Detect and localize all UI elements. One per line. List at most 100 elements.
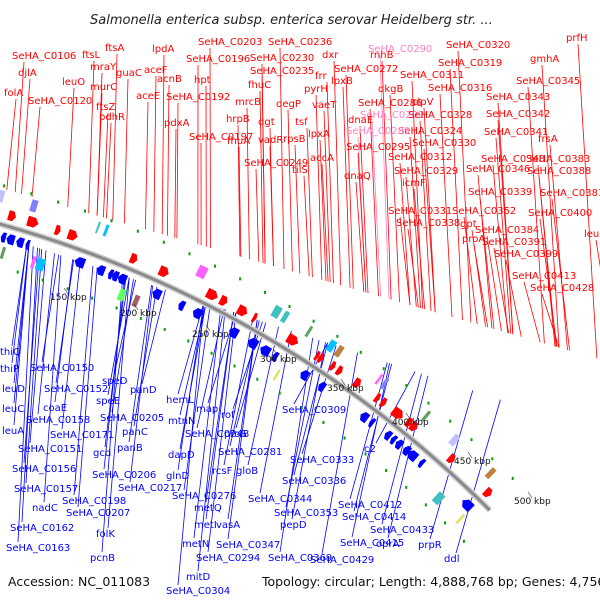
forward-leader-line <box>269 145 274 267</box>
reverse-gene-label: SeHA_C0415 <box>340 538 404 549</box>
forward-leader-line <box>174 128 177 238</box>
forward-leader-line <box>31 106 41 198</box>
forward-gene-label: fhuC <box>248 80 271 91</box>
forward-gene-label: clpV <box>412 97 434 108</box>
forward-leader-line <box>527 86 545 344</box>
reverse-gene-label: nadC <box>32 503 58 514</box>
reverse-gene-label: dapD <box>168 450 195 461</box>
reverse-leader-line <box>205 312 235 520</box>
forward-gene-label: SeHA_C0230 <box>250 53 314 64</box>
reverse-gene-label: SeHA_C0205 <box>100 413 164 424</box>
reverse-leader-line <box>129 285 154 483</box>
forward-leader-line <box>399 216 411 306</box>
forward-gene-label: vadR <box>258 135 283 146</box>
reverse-gene-label: SeHA_C0414 <box>342 512 406 523</box>
forward-leader-line <box>279 47 285 270</box>
reverse-leader-line <box>235 322 267 429</box>
forward-strand-leader-lines <box>6 43 600 359</box>
forward-gene-label: degP <box>276 99 301 110</box>
forward-leader-line <box>176 102 179 239</box>
forward-leader-line <box>463 216 478 325</box>
forward-leader-line <box>357 152 367 293</box>
reverse-gene-label: speE <box>96 396 120 407</box>
forward-gene-label: folA <box>4 88 23 99</box>
forward-gene-label: mraY <box>90 62 117 73</box>
forward-gene-label: guaC <box>116 68 142 79</box>
forward-gene-label: dxr <box>322 50 339 61</box>
forward-gene-label: SeHA_C0312 <box>388 152 452 163</box>
reverse-gene-label: oprA <box>376 539 400 550</box>
reverse-leader-line <box>227 319 258 520</box>
reverse-leader-line <box>193 307 222 539</box>
forward-leader-line <box>407 228 419 308</box>
forward-gene-label: SeHA_C0399 <box>494 249 558 260</box>
reverse-gene-label: SeHA_C0163 <box>6 543 70 554</box>
reverse-leader-line <box>293 342 328 476</box>
forward-gene-label: hpt <box>194 75 211 86</box>
reverse-leader-line <box>177 302 205 586</box>
forward-gene-label: SeHA_C0384 <box>475 225 539 236</box>
reverse-gene-label: SeHA_C0248 <box>185 429 249 440</box>
forward-leader-line <box>359 125 369 294</box>
forward-leader-line <box>315 94 323 280</box>
reverse-leader-line <box>73 265 94 496</box>
forward-leader-line <box>259 90 264 264</box>
reverse-gene-label: map <box>196 404 218 415</box>
forward-gene-label: dnaQ <box>344 171 371 182</box>
reverse-leader-line <box>227 319 258 540</box>
forward-leader-line <box>381 60 392 300</box>
scale-tick-mark <box>467 451 473 459</box>
forward-gene-label: ftsZ <box>96 102 115 113</box>
forward-leader-line <box>539 218 558 348</box>
scale-tick-mark <box>273 349 279 357</box>
forward-gene-label: SeHA_C0338 <box>396 218 460 229</box>
forward-leader-line <box>409 136 421 309</box>
genome-summary-text: Topology: circular; Length: 4,888,768 bp… <box>261 574 600 589</box>
cds-feature-ring <box>0 184 514 543</box>
reverse-gene-label: SeHA_C0156 <box>12 464 76 475</box>
forward-leader-line <box>167 84 170 236</box>
reverse-leader-line <box>101 275 124 553</box>
reverse-gene-label: metN <box>182 539 209 550</box>
forward-gene-label: prfH <box>566 33 588 44</box>
reverse-gene-label: thiQ <box>0 347 21 358</box>
forward-leader-line <box>306 127 313 278</box>
reverse-leader-line <box>25 249 43 484</box>
forward-gene-label: SeHA_C0320 <box>446 40 510 51</box>
forward-gene-label: SeHA_C0192 <box>166 92 230 103</box>
forward-gene-label: SeHA_C0292 <box>360 110 424 121</box>
forward-leader-line <box>493 247 510 334</box>
forward-gene-label: rnhB <box>370 50 394 61</box>
forward-gene-label: frr <box>315 71 327 82</box>
reverse-gene-label: SeHA_C0151 <box>18 444 82 455</box>
forward-leader-line <box>323 110 331 283</box>
reverse-leader-line <box>177 302 205 471</box>
forward-leader-line <box>541 293 560 348</box>
reverse-leader-line <box>321 352 358 555</box>
forward-gene-label: SeHA_C0339 <box>468 187 532 198</box>
reverse-gene-label: ddl <box>444 554 459 565</box>
reverse-gene-label: SeHA_C0217 <box>118 483 182 494</box>
scale-tick-label: 300 kbp <box>260 355 297 365</box>
forward-gene-label: SeHA_C0316 <box>428 83 492 94</box>
reverse-leader-line <box>13 244 30 426</box>
forward-gene-label: SeHA_C0330 <box>412 138 476 149</box>
reverse-gene-label: SeHA_C0171 <box>50 430 114 441</box>
forward-leader-line <box>67 87 75 208</box>
forward-gene-label: SeHA_C0324 <box>398 126 462 137</box>
forward-gene-label: hrpB <box>226 114 250 125</box>
reverse-leader-line <box>351 363 390 538</box>
forward-gene-label: dkgB <box>378 84 403 95</box>
forward-leader-line <box>495 137 512 334</box>
forward-leader-line <box>423 148 436 313</box>
reverse-gene-label: vasA <box>216 520 240 531</box>
forward-leader-line <box>379 54 390 300</box>
reverse-gene-label: mitD <box>186 572 210 583</box>
forward-gene-label: pyrH <box>304 84 328 95</box>
reverse-gene-label: folK <box>96 529 115 540</box>
reverse-gene-label: proS <box>224 429 247 440</box>
reverse-gene-label: SeHA_C0206 <box>92 470 156 481</box>
forward-leader-line <box>541 64 560 348</box>
forward-gene-label: tilS <box>292 165 308 176</box>
